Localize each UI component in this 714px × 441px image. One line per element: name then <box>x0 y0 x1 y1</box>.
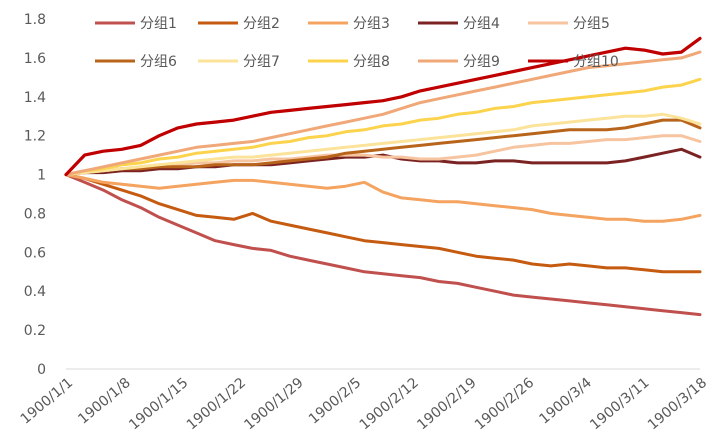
legend-label: 分组6 <box>140 54 177 70</box>
legend-label: 分组8 <box>353 54 390 70</box>
legend-item-3: 分组3 <box>308 16 390 32</box>
x-tick: 1900/2/26 <box>472 375 537 433</box>
y-tick-label: 1.2 <box>24 129 46 145</box>
x-tick: 1900/2/19 <box>414 375 479 433</box>
legend-label: 分组1 <box>140 16 177 32</box>
series-line-10 <box>64 36 702 177</box>
y-tick-label: 1.6 <box>24 51 46 67</box>
series-line-3 <box>64 173 702 223</box>
x-tick-label: 1900/2/19 <box>414 375 479 433</box>
series-line-2 <box>64 173 702 274</box>
x-tick: 1900/1/22 <box>184 375 249 433</box>
x-tick: 1900/2/5 <box>306 375 364 428</box>
x-tick: 1900/1/1 <box>18 375 76 428</box>
x-tick: 1900/3/18 <box>645 375 710 433</box>
legend-label: 分组7 <box>243 54 280 70</box>
series-line-4 <box>64 147 702 177</box>
series-line-7 <box>64 112 702 177</box>
legend-label: 分组10 <box>573 54 619 70</box>
series-line-8 <box>64 77 702 177</box>
y-tick-label: 0.4 <box>24 284 46 300</box>
y-axis: 0 0.2 0.4 0.6 0.8 1 1.2 1.4 1.6 1.8 <box>24 12 46 378</box>
legend-label: 分组2 <box>243 16 280 32</box>
x-tick-label: 1900/1/29 <box>241 375 306 433</box>
y-tick-label: 1.8 <box>24 12 46 28</box>
x-tick: 1900/3/11 <box>587 375 652 433</box>
x-tick: 1900/1/8 <box>75 375 133 428</box>
x-tick-label: 1900/1/15 <box>126 375 191 433</box>
legend-item-7: 分组7 <box>198 54 280 70</box>
x-tick-label: 1900/1/8 <box>75 375 133 428</box>
legend-label: 分组9 <box>463 54 500 70</box>
x-tick-label: 1900/3/4 <box>536 375 595 428</box>
x-tick-label: 1900/1/1 <box>18 375 76 428</box>
x-tick-label: 1900/1/22 <box>184 375 249 433</box>
x-tick: 1900/1/15 <box>126 375 191 433</box>
x-tick: 1900/1/29 <box>241 375 306 433</box>
legend-item-10: 分组10 <box>528 54 619 70</box>
series-layer <box>64 36 702 317</box>
y-tick-label: 0.8 <box>24 206 46 222</box>
legend-label: 分组3 <box>353 16 390 32</box>
x-tick: 1900/3/4 <box>536 375 595 428</box>
legend-item-2: 分组2 <box>198 16 280 32</box>
series-line-6 <box>64 118 702 177</box>
legend-item-6: 分组6 <box>95 54 177 70</box>
y-tick-label: 0.6 <box>24 245 46 261</box>
series-line-9 <box>64 50 702 177</box>
y-tick-label: 0.2 <box>24 323 46 339</box>
legend: 分组1 分组2 分组3 分组4 分组5 分组6 分组7 分组8 分组9 分组10 <box>95 16 619 70</box>
y-tick-label: 1 <box>37 168 46 184</box>
x-tick-label: 1900/3/11 <box>587 375 652 433</box>
legend-item-5: 分组5 <box>528 16 610 32</box>
series-line-1 <box>64 173 702 317</box>
x-axis: 1900/1/1 1900/1/81900/1/151900/1/221900/1… <box>18 368 710 433</box>
x-tick-label: 1900/2/12 <box>357 375 422 433</box>
x-tick-label: 1900/2/26 <box>472 375 537 433</box>
y-tick-label: 1.4 <box>24 90 46 106</box>
legend-label: 分组5 <box>573 16 610 32</box>
legend-item-4: 分组4 <box>418 16 500 32</box>
x-tick-label: 1900/2/5 <box>306 375 364 428</box>
y-tick-label: 0 <box>37 362 46 378</box>
x-tick: 1900/2/12 <box>357 375 422 433</box>
legend-item-9: 分组9 <box>418 54 500 70</box>
legend-item-1: 分组1 <box>95 16 177 32</box>
legend-label: 分组4 <box>463 16 500 32</box>
x-tick-label: 1900/3/18 <box>645 375 710 433</box>
legend-item-8: 分组8 <box>308 54 390 70</box>
